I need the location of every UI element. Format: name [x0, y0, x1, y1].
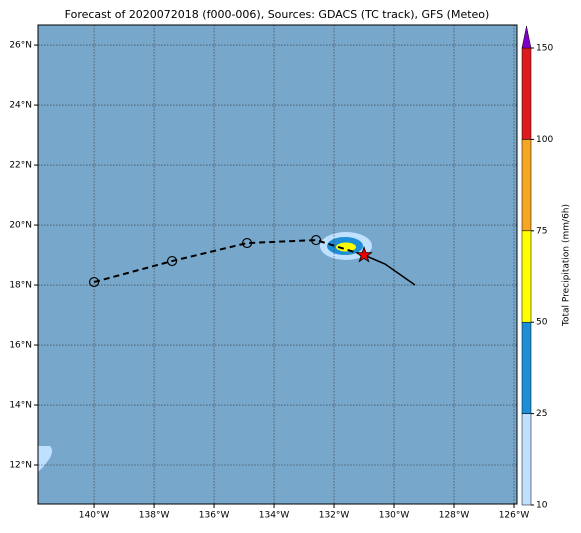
y-tick-label: 20°N: [9, 221, 32, 231]
precip-patch: [336, 242, 356, 252]
y-tick-label: 16°N: [9, 341, 32, 351]
track-point: [88, 276, 100, 288]
map-frame: [37, 24, 518, 505]
colorbar-extend: [521, 25, 532, 49]
colorbar-segment: [521, 413, 532, 506]
colorbar-tick-label: 10: [536, 501, 548, 511]
colorbar-tick-label: 50: [536, 318, 548, 328]
precip-patch: [38, 446, 52, 472]
colorbar-segment: [521, 321, 532, 414]
colorbar-segment: [521, 139, 532, 232]
y-tick-label: 18°N: [9, 281, 32, 291]
y-tick-label: 14°N: [9, 401, 32, 411]
forecast-track: [363, 254, 416, 286]
past-track: [93, 239, 365, 284]
colorbar-segment: [521, 230, 532, 323]
colorbar-tick-label: 150: [536, 44, 553, 54]
x-tick-label: 132°W: [319, 511, 350, 521]
y-tick-label: 26°N: [9, 41, 32, 51]
track-point: [241, 237, 253, 249]
colorbar-segment: [521, 47, 532, 140]
ocean: [38, 25, 517, 504]
colorbar-label: Total Precipitation (mm/6h): [562, 204, 572, 327]
x-tick-label: 130°W: [379, 511, 410, 521]
x-tick-label: 134°W: [259, 511, 290, 521]
colorbar-tick-label: 25: [536, 409, 547, 419]
y-tick-label: 22°N: [9, 161, 32, 171]
track-point: [310, 234, 322, 246]
colorbar-tick-label: 75: [536, 226, 547, 236]
y-tick-label: 24°N: [9, 101, 32, 111]
track-point: [166, 255, 178, 267]
x-tick-label: 126°W: [499, 511, 530, 521]
x-tick-label: 140°W: [79, 511, 110, 521]
x-tick-label: 138°W: [139, 511, 170, 521]
x-tick-label: 136°W: [199, 511, 230, 521]
colorbar-tick-label: 100: [536, 135, 553, 145]
x-tick-label: 128°W: [439, 511, 470, 521]
map-title: Forecast of 2020072018 (f000-006), Sourc…: [65, 8, 490, 21]
current-position: [355, 245, 373, 263]
y-tick-label: 12°N: [9, 461, 32, 471]
